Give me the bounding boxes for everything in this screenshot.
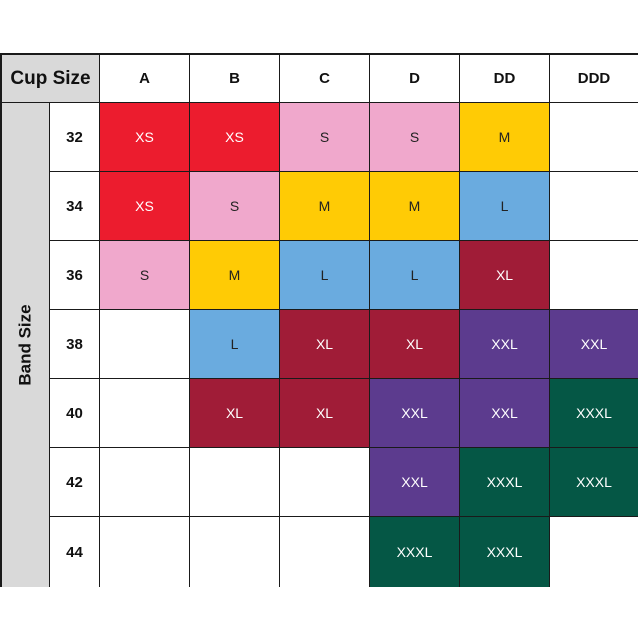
size-cell-42-ddd: XXXL	[550, 448, 638, 517]
band-header-42: 42	[50, 448, 100, 517]
band-header-36: 36	[50, 241, 100, 310]
size-cell-38-dd: XXL	[460, 310, 550, 379]
size-cell-40-c: XL	[280, 379, 370, 448]
size-cell-32-ddd	[550, 103, 638, 172]
size-cell-40-b: XL	[190, 379, 280, 448]
cup-header-a: A	[100, 55, 190, 103]
size-cell-34-ddd	[550, 172, 638, 241]
cup-header-ddd: DDD	[550, 55, 638, 103]
size-cell-36-ddd	[550, 241, 638, 310]
size-cell-34-dd: L	[460, 172, 550, 241]
size-cell-32-d: S	[370, 103, 460, 172]
cup-header-b: B	[190, 55, 280, 103]
size-cell-32-dd: M	[460, 103, 550, 172]
band-header-40: 40	[50, 379, 100, 448]
size-cell-38-b: L	[190, 310, 280, 379]
size-cell-44-ddd	[550, 517, 638, 587]
size-cell-36-c: L	[280, 241, 370, 310]
size-cell-40-d: XXL	[370, 379, 460, 448]
size-cell-42-a	[100, 448, 190, 517]
size-cell-32-a: XS	[100, 103, 190, 172]
size-cell-34-c: M	[280, 172, 370, 241]
size-cell-32-b: XS	[190, 103, 280, 172]
size-cell-38-ddd: XXL	[550, 310, 638, 379]
size-cell-38-a	[100, 310, 190, 379]
band-header-38: 38	[50, 310, 100, 379]
size-cell-40-a	[100, 379, 190, 448]
band-header-32: 32	[50, 103, 100, 172]
size-cell-44-a	[100, 517, 190, 587]
size-cell-36-dd: XL	[460, 241, 550, 310]
size-cell-34-d: M	[370, 172, 460, 241]
band-header-34: 34	[50, 172, 100, 241]
size-cell-40-ddd: XXXL	[550, 379, 638, 448]
size-cell-44-d: XXXL	[370, 517, 460, 587]
cup-header-c: C	[280, 55, 370, 103]
size-cell-36-a: S	[100, 241, 190, 310]
size-chart-table: Cup Size Band Size A B C D DD DDD 32 XS XS S S M 34 X…	[0, 53, 638, 587]
size-cell-34-b: S	[190, 172, 280, 241]
size-cell-44-b	[190, 517, 280, 587]
cup-header-d: D	[370, 55, 460, 103]
size-cell-36-d: L	[370, 241, 460, 310]
cup-header-dd: DD	[460, 55, 550, 103]
band-size-header: Band Size	[2, 103, 50, 587]
size-cell-42-b	[190, 448, 280, 517]
size-cell-36-b: M	[190, 241, 280, 310]
band-size-label: Band Size	[15, 304, 35, 386]
size-cell-42-c	[280, 448, 370, 517]
size-cell-32-c: S	[280, 103, 370, 172]
size-cell-38-d: XL	[370, 310, 460, 379]
size-cell-38-c: XL	[280, 310, 370, 379]
band-header-44: 44	[50, 517, 100, 587]
size-cell-42-dd: XXXL	[460, 448, 550, 517]
size-cell-34-a: XS	[100, 172, 190, 241]
size-cell-44-dd: XXXL	[460, 517, 550, 587]
size-cell-42-d: XXL	[370, 448, 460, 517]
cup-size-header: Cup Size	[2, 55, 100, 103]
size-cell-40-dd: XXL	[460, 379, 550, 448]
size-cell-44-c	[280, 517, 370, 587]
